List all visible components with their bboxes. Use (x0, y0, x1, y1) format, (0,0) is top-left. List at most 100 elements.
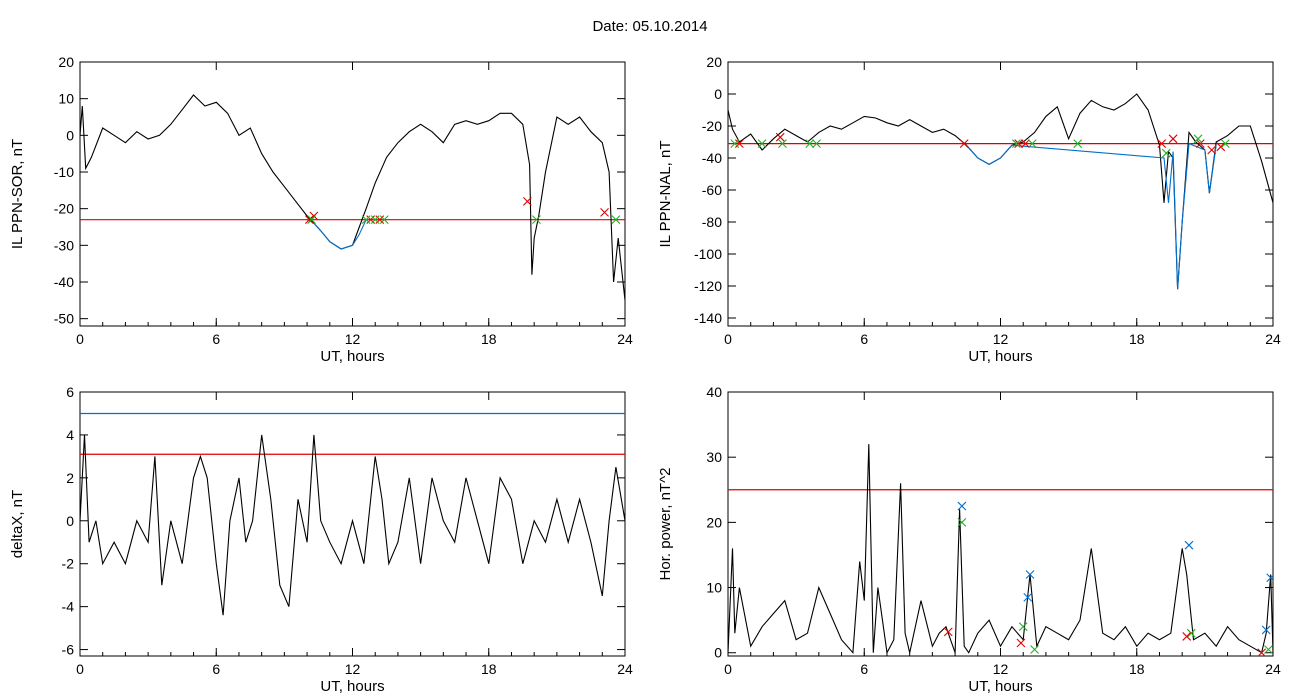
event-marker (1266, 573, 1273, 583)
y-tick-label: -60 (702, 182, 722, 198)
event-marker (1016, 638, 1026, 648)
y-tick-label: -2 (62, 556, 75, 572)
y-tick-label: 20 (58, 54, 74, 70)
x-axis-label: UT, hours (968, 678, 1032, 695)
y-tick-label: -50 (54, 311, 74, 327)
y-tick-label: -30 (54, 237, 74, 253)
panel-ppn-nal: 0 6 12 18 24 20 0 -20 -40 -60 -80 -100 -120 -140 UT, h… (657, 54, 1281, 365)
event-marker (1025, 570, 1035, 579)
x-tick-label: 12 (993, 331, 1009, 347)
event-marker (1014, 139, 1024, 148)
y-tick-label: -140 (694, 310, 722, 326)
event-marker (1018, 622, 1028, 632)
x-tick-label: 18 (481, 331, 497, 347)
event-marker (734, 139, 744, 148)
x-tick-label: 0 (724, 661, 732, 677)
y-tick-label: -40 (54, 274, 74, 290)
y-tick-label: -100 (694, 246, 722, 262)
x-tick-label: 6 (212, 331, 220, 347)
y-tick-label: 0 (66, 513, 74, 529)
event-marker (1168, 134, 1178, 144)
panel-deltax: 0 6 12 18 24 6 4 2 0 -2 -4 -6 UT, hours deltaX, nT (9, 384, 633, 695)
x-axis-label: UT, hours (320, 348, 384, 365)
event-marker (1030, 645, 1039, 654)
y-tick-label: -20 (54, 201, 74, 217)
event-marker (812, 139, 821, 148)
x-axis-label: UT, hours (320, 678, 384, 695)
event-marker (1184, 540, 1194, 550)
event-marker (730, 139, 740, 148)
event-marker (1261, 625, 1271, 635)
x-tick-label: 6 (860, 661, 868, 677)
page-title: Date: 05.10.2014 (592, 18, 708, 35)
y-tick-label: 6 (66, 384, 74, 400)
y-tick-label: -40 (702, 150, 722, 166)
event-marker (366, 215, 376, 225)
y-tick-label: 2 (66, 470, 74, 486)
event-marker (1193, 134, 1203, 144)
y-tick-label: 20 (706, 514, 722, 530)
event-marker (375, 215, 385, 225)
x-tick-label: 18 (1129, 661, 1145, 677)
event-marker (757, 139, 767, 148)
y-tick-label: 4 (66, 427, 74, 443)
event-marker (1021, 139, 1030, 148)
plot-frame (727, 61, 1274, 327)
y-tick-label: 20 (706, 54, 722, 70)
plot-data (80, 94, 625, 301)
y-tick-label: -10 (54, 164, 74, 180)
event-marker (1012, 139, 1021, 148)
y-tick-label: 10 (706, 580, 722, 596)
event-marker (1186, 628, 1196, 638)
event-marker (943, 627, 953, 637)
y-tick-label: -20 (702, 118, 722, 134)
y-tick-label: -80 (702, 214, 722, 230)
x-tick-label: 24 (1265, 661, 1281, 677)
event-marker (1182, 632, 1192, 641)
y-tick-label: 0 (66, 127, 74, 143)
plot-data (80, 412, 625, 616)
y-tick-label: 30 (706, 449, 722, 465)
panel-hor-power: 0 6 12 18 24 40 30 20 10 0 UT, hours Hor. power, nT… (657, 384, 1281, 695)
event-marker (307, 215, 317, 225)
event-marker (611, 215, 621, 225)
y-axis-label: IL PPN-NAL, nT (657, 141, 674, 248)
series-line (80, 94, 625, 301)
x-tick-label: 0 (724, 331, 732, 347)
x-tick-label: 12 (345, 331, 361, 347)
series-line (965, 142, 1217, 290)
event-marker (304, 215, 314, 225)
y-tick-label: 0 (714, 86, 722, 102)
x-tick-label: 18 (1129, 331, 1145, 347)
event-marker (1207, 145, 1217, 155)
event-marker (600, 207, 609, 217)
event-marker (1157, 139, 1167, 148)
event-marker (778, 139, 787, 148)
event-marker (1073, 139, 1083, 148)
event-marker (1027, 139, 1037, 148)
event-marker (1161, 148, 1171, 158)
event-marker (532, 215, 541, 225)
event-marker (775, 132, 785, 142)
x-tick-label: 12 (993, 661, 1009, 677)
y-tick-label: -120 (694, 278, 722, 294)
x-tick-label: 24 (617, 661, 633, 677)
x-tick-label: 12 (345, 661, 361, 677)
y-axis-label: Hor. power, nT^2 (657, 468, 674, 581)
x-tick-label: 6 (860, 331, 868, 347)
y-axis-label: deltaX, nT (9, 490, 26, 558)
x-tick-label: 24 (617, 331, 633, 347)
event-marker (1216, 142, 1226, 152)
event-marker (957, 501, 967, 511)
x-tick-label: 0 (76, 331, 84, 347)
y-tick-label: -4 (62, 599, 75, 615)
event-marker (370, 215, 380, 225)
event-marker (1257, 648, 1267, 656)
event-marker (361, 215, 371, 225)
event-marker (1195, 139, 1205, 148)
event-marker (379, 215, 389, 225)
series-line (306, 219, 367, 250)
plot-data (728, 93, 1273, 290)
y-tick-label: 40 (706, 384, 722, 400)
